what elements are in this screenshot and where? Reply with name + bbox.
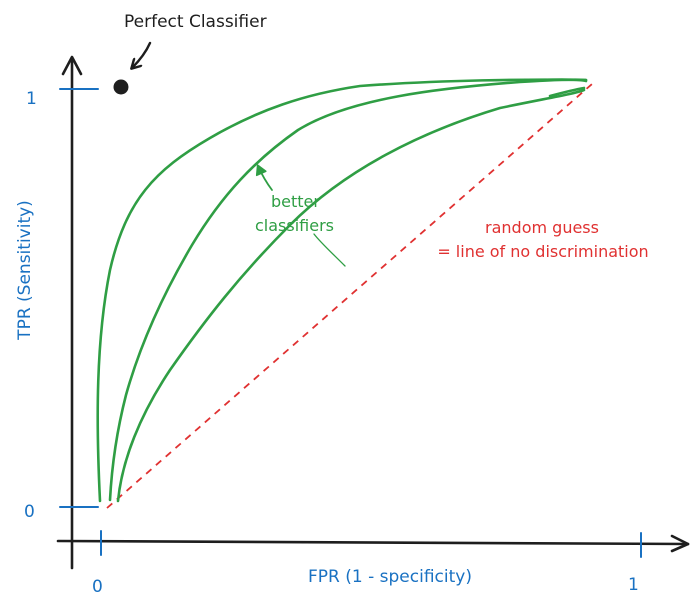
x-tick-label-1: 1: [628, 575, 639, 595]
perfect-classifier-point: [113, 79, 129, 95]
x-axis-line: [56, 539, 690, 546]
x-axis-arrowhead: [670, 534, 690, 553]
y-tick-label-1: 1: [26, 89, 37, 109]
better-classifiers-pointer: [313, 233, 346, 267]
better-classifiers-arrow: [255, 164, 273, 191]
random-guess-line: [106, 83, 593, 509]
x-axis-label: FPR (1 - specificity): [308, 567, 472, 587]
roc-curve-best: [96, 78, 588, 503]
y-axis-label: TPR (Sensitivity): [15, 200, 35, 341]
y-tick-label-0: 0: [24, 502, 35, 522]
roc-curve-middle: [108, 78, 588, 502]
y-axis-arrowhead: [61, 55, 83, 76]
better-classifiers-label-line2: classifiers: [255, 216, 334, 235]
random-guess-label-line1: random guess: [485, 218, 599, 237]
curves-end-bundle: [518, 78, 588, 98]
random-guess-label-line2: = line of no discrimination: [437, 242, 648, 261]
x-tick-label-0: 0: [92, 577, 103, 597]
better-classifiers-label-line1: better: [271, 192, 320, 211]
roc-curve-lower: [116, 88, 586, 503]
perfect-classifier-label: Perfect Classifier: [124, 12, 267, 32]
perfect-classifier-arrow: [132, 41, 152, 68]
